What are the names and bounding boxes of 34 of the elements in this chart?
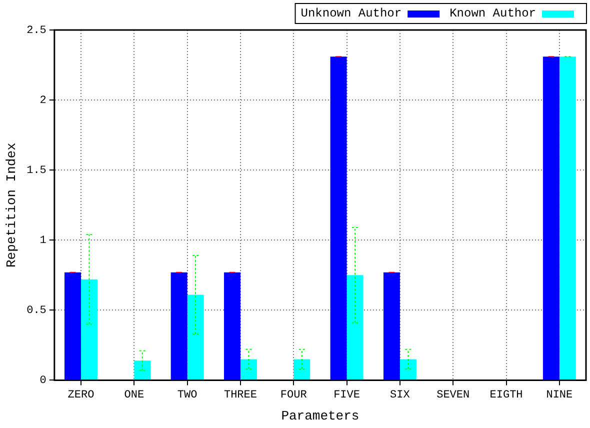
bar bbox=[170, 272, 188, 380]
legend-label: Known Author bbox=[450, 6, 536, 21]
x-tick-label: SIX bbox=[390, 390, 410, 402]
x-tick-label: THREE bbox=[224, 390, 258, 402]
x-tick-label: ZERO bbox=[68, 390, 95, 402]
bar bbox=[559, 56, 576, 380]
y-axis-title: Repetition Index bbox=[4, 142, 20, 268]
bar bbox=[400, 359, 416, 380]
y-tick-label: 2.5 bbox=[26, 24, 46, 37]
bar bbox=[187, 294, 204, 380]
x-tick-label: EIGTH bbox=[490, 390, 523, 402]
bar bbox=[64, 272, 81, 380]
bar bbox=[294, 359, 310, 380]
x-tick-label: NINE bbox=[546, 390, 574, 402]
bar bbox=[134, 360, 151, 380]
y-tick-label: 0.5 bbox=[26, 305, 46, 318]
bar bbox=[240, 359, 257, 380]
bar bbox=[346, 275, 364, 380]
bar bbox=[383, 272, 400, 380]
legend-label: Unknown Author bbox=[300, 6, 402, 21]
x-tick-label: TWO bbox=[177, 390, 198, 402]
x-tick-label: SEVEN bbox=[436, 390, 470, 402]
x-axis-title: Parameters bbox=[281, 408, 360, 424]
bar bbox=[330, 56, 347, 380]
y-tick-label: 1.5 bbox=[26, 164, 46, 177]
x-tick-label: FOUR bbox=[280, 390, 308, 402]
bar bbox=[542, 56, 560, 380]
x-tick-label: ONE bbox=[124, 390, 144, 402]
x-tick-label: FIVE bbox=[334, 390, 360, 402]
bar bbox=[80, 279, 98, 380]
y-tick-label: 1 bbox=[40, 235, 47, 248]
bar bbox=[224, 272, 240, 380]
y-tick-label: 0 bbox=[40, 375, 46, 388]
y-tick-label: 2 bbox=[40, 94, 46, 107]
